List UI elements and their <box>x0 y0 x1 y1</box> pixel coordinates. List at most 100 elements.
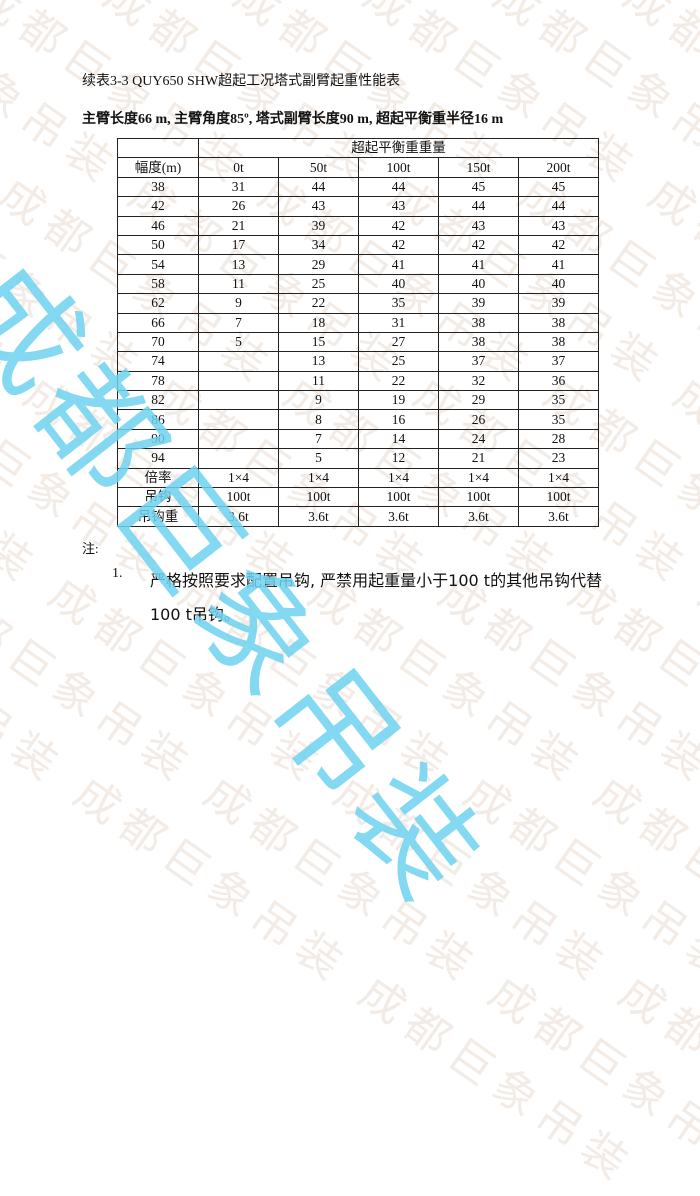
row-label-cell: 94 <box>117 448 199 469</box>
table-row: 46 21 39 42 43 43 <box>117 215 599 236</box>
note-item-text: 严格按照要求配置吊钩, 严禁用起重量小于100 t的其他吊钩代替100 t吊钩。 <box>150 571 603 624</box>
column-header: 150t <box>438 157 519 178</box>
value-cell: 31 <box>198 176 279 198</box>
value-cell: 43 <box>358 196 439 217</box>
value-cell: 41 <box>518 254 599 275</box>
row-label-cell: 74 <box>117 351 199 372</box>
value-cell: 23 <box>518 448 599 469</box>
table-row: 54 13 29 41 41 41 <box>117 254 599 275</box>
value-cell: 45 <box>518 176 599 198</box>
row-label-cell: 78 <box>117 370 199 392</box>
value-cell: 43 <box>278 196 359 217</box>
row-label-cell: 吊钩 <box>117 487 199 508</box>
value-cell: 26 <box>198 196 279 217</box>
value-cell: 17 <box>198 234 279 256</box>
table-row: 90 7 14 24 28 <box>117 428 599 450</box>
table-corner-cell <box>117 137 199 159</box>
value-cell: 41 <box>438 254 519 275</box>
row-label-cell: 吊钩重 <box>117 506 199 527</box>
value-cell: 13 <box>278 351 359 372</box>
value-cell: 38 <box>518 312 599 333</box>
value-cell: 3.6t <box>278 506 359 527</box>
value-cell: 43 <box>518 215 599 236</box>
value-cell: 24 <box>438 428 519 450</box>
value-cell: 35 <box>518 409 599 430</box>
value-cell: 37 <box>438 351 519 372</box>
table-row: 70 5 15 27 38 38 <box>117 331 599 353</box>
table-row: 62 9 22 35 39 39 <box>117 293 599 314</box>
value-cell: 3.6t <box>198 506 279 527</box>
value-cell: 35 <box>358 293 439 314</box>
table-row: 74 13 25 37 37 <box>117 351 599 372</box>
column-header: 50t <box>278 157 359 178</box>
value-cell: 5 <box>198 331 279 353</box>
table-row: 66 7 18 31 38 38 <box>117 312 599 333</box>
value-cell: 39 <box>278 215 359 236</box>
row-label-cell: 66 <box>117 312 199 333</box>
value-cell: 11 <box>278 370 359 392</box>
value-cell: 19 <box>358 390 439 411</box>
value-cell: 7 <box>198 312 279 333</box>
value-cell: 1×4 <box>198 467 279 489</box>
table-footer-row: 吊钩重 3.6t 3.6t 3.6t 3.6t 3.6t <box>117 506 599 527</box>
value-cell: 42 <box>518 234 599 256</box>
column-header: 0t <box>198 157 279 178</box>
value-cell: 40 <box>438 273 519 295</box>
value-cell: 35 <box>518 390 599 411</box>
value-cell: 38 <box>438 312 519 333</box>
table-row: 86 8 16 26 35 <box>117 409 599 430</box>
value-cell: 13 <box>198 254 279 275</box>
value-cell: 44 <box>438 196 519 217</box>
row-label-cell: 70 <box>117 331 199 353</box>
value-cell: 43 <box>438 215 519 236</box>
value-cell <box>198 370 279 392</box>
value-cell: 42 <box>358 234 439 256</box>
value-cell <box>198 448 279 469</box>
row-label-cell: 38 <box>117 176 199 198</box>
table-row: 38 31 44 44 45 45 <box>117 176 599 198</box>
table-subtitle: 主臂长度66 m, 主臂角度85º, 塔式副臂长度90 m, 超起平衡重半径16… <box>82 112 504 127</box>
lifting-capacity-table: 超起平衡重重量 幅度(m) 0t 50t 100t 150t 200t 38 31… <box>117 137 599 527</box>
value-cell: 3.6t <box>358 506 439 527</box>
value-cell: 11 <box>198 273 279 295</box>
value-cell: 3.6t <box>518 506 599 527</box>
value-cell: 1×4 <box>518 467 599 489</box>
table-header-row: 幅度(m) 0t 50t 100t 150t 200t <box>117 157 599 178</box>
table-row: 50 17 34 42 42 42 <box>117 234 599 256</box>
row-label-cell: 倍率 <box>117 467 199 489</box>
value-cell: 1×4 <box>278 467 359 489</box>
table-row: 42 26 43 43 44 44 <box>117 196 599 217</box>
value-cell: 34 <box>278 234 359 256</box>
table-row: 78 11 22 32 36 <box>117 370 599 392</box>
value-cell: 40 <box>518 273 599 295</box>
value-cell: 27 <box>358 331 439 353</box>
value-cell <box>198 409 279 430</box>
row-label-cell: 42 <box>117 196 199 217</box>
value-cell: 22 <box>278 293 359 314</box>
value-cell: 29 <box>438 390 519 411</box>
table-row: 94 5 12 21 23 <box>117 448 599 469</box>
value-cell: 25 <box>278 273 359 295</box>
value-cell: 9 <box>278 390 359 411</box>
value-cell: 100t <box>358 487 439 508</box>
row-label-cell: 86 <box>117 409 199 430</box>
value-cell: 14 <box>358 428 439 450</box>
value-cell: 18 <box>278 312 359 333</box>
row-label-cell: 46 <box>117 215 199 236</box>
table-row: 82 9 19 29 35 <box>117 390 599 411</box>
table-footer-row: 吊钩 100t 100t 100t 100t 100t <box>117 487 599 508</box>
row-label-cell: 54 <box>117 254 199 275</box>
value-cell: 44 <box>278 176 359 198</box>
table-title: 续表3-3 QUY650 SHW超起工况塔式副臂起重性能表 <box>82 74 401 89</box>
value-cell: 44 <box>358 176 439 198</box>
value-cell: 22 <box>358 370 439 392</box>
value-cell: 5 <box>278 448 359 469</box>
value-cell: 1×4 <box>358 467 439 489</box>
value-cell: 39 <box>518 293 599 314</box>
column-header: 幅度(m) <box>117 157 199 178</box>
table-row: 58 11 25 40 40 40 <box>117 273 599 295</box>
notes-label: 注: <box>82 541 99 556</box>
value-cell: 21 <box>198 215 279 236</box>
value-cell: 42 <box>358 215 439 236</box>
value-cell: 100t <box>198 487 279 508</box>
